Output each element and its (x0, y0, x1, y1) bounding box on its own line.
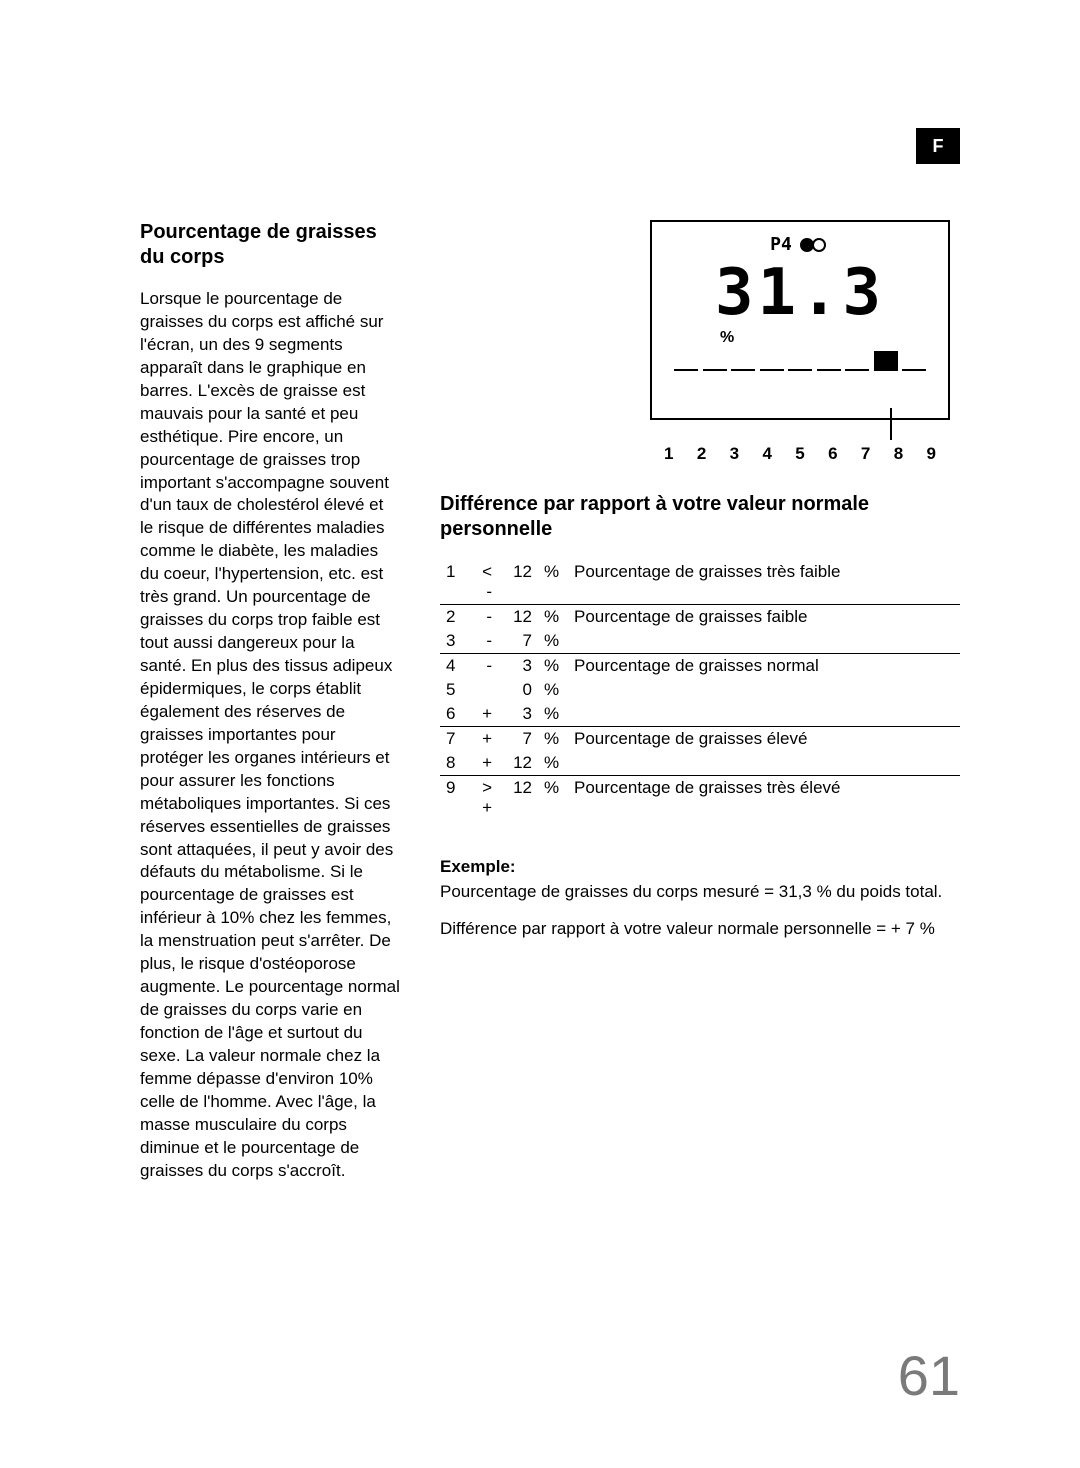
table-row: 9> +12%Pourcentage de graisses très élev… (440, 776, 960, 821)
pointer-line (890, 408, 892, 440)
row-desc (568, 629, 960, 654)
row-index: 9 (440, 776, 468, 821)
example-label: Exemple: (440, 856, 960, 879)
diff-table: 1< -12%Pourcentage de graisses très faib… (440, 560, 960, 820)
axis-label: 5 (795, 444, 804, 464)
bar-segment (817, 361, 841, 371)
axis-label: 7 (861, 444, 870, 464)
axis-label: 3 (730, 444, 739, 464)
row-unit: % (538, 702, 568, 727)
row-value: 12 (498, 776, 538, 821)
table-row: 3-7% (440, 629, 960, 654)
left-column: Pourcentage de graisses du corps Lorsque… (140, 220, 400, 1183)
row-value: 3 (498, 702, 538, 727)
row-value: 0 (498, 678, 538, 702)
row-value: 12 (498, 751, 538, 776)
row-unit: % (538, 727, 568, 752)
row-value: 7 (498, 727, 538, 752)
axis-label: 2 (697, 444, 706, 464)
table-row: 8+12% (440, 751, 960, 776)
row-unit: % (538, 751, 568, 776)
row-index: 1 (440, 560, 468, 605)
axis-label: 8 (894, 444, 903, 464)
row-sign: - (468, 605, 498, 630)
bar-segment (703, 361, 727, 371)
bar-segment (731, 361, 755, 371)
row-value: 3 (498, 654, 538, 679)
row-unit: % (538, 776, 568, 821)
axis-label: 9 (927, 444, 936, 464)
profile-label: P4 (770, 234, 792, 255)
diff-title: Différence par rapport à votre valeur no… (440, 492, 960, 542)
bar-graph (670, 353, 930, 379)
row-sign (468, 678, 498, 702)
section-title: Pourcentage de graisses du corps (140, 220, 400, 270)
row-sign: - (468, 654, 498, 679)
row-desc: Pourcentage de graisses faible (568, 605, 960, 630)
row-sign: + (468, 751, 498, 776)
row-index: 6 (440, 702, 468, 727)
row-desc: Pourcentage de graisses élevé (568, 727, 960, 752)
table-row: 1< -12%Pourcentage de graisses très faib… (440, 560, 960, 605)
row-desc: Pourcentage de graisses très faible (568, 560, 960, 605)
row-desc (568, 678, 960, 702)
bar-segment (760, 361, 784, 371)
row-desc: Pourcentage de graisses très élevé (568, 776, 960, 821)
row-desc (568, 751, 960, 776)
page-content: Pourcentage de graisses du corps Lorsque… (140, 220, 960, 1183)
bar-segment (845, 361, 869, 371)
footprint-icon (800, 238, 830, 252)
bar-segment (902, 361, 926, 371)
row-value: 7 (498, 629, 538, 654)
row-index: 5 (440, 678, 468, 702)
row-index: 7 (440, 727, 468, 752)
axis-label: 6 (828, 444, 837, 464)
row-sign: > + (468, 776, 498, 821)
bar-segment (788, 361, 812, 371)
row-desc: Pourcentage de graisses normal (568, 654, 960, 679)
row-value: 12 (498, 605, 538, 630)
table-row: 5 0% (440, 678, 960, 702)
row-sign: - (468, 629, 498, 654)
row-index: 3 (440, 629, 468, 654)
axis-label: 4 (762, 444, 771, 464)
display-profile-row: P4 (670, 234, 930, 255)
row-unit: % (538, 678, 568, 702)
row-unit: % (538, 605, 568, 630)
row-value: 12 (498, 560, 538, 605)
table-row: 7+7%Pourcentage de graisses élevé (440, 727, 960, 752)
display-value: 31.3 (670, 261, 930, 325)
lcd-display: P4 31.3 % (650, 220, 950, 420)
table-row: 6+3% (440, 702, 960, 727)
row-desc (568, 702, 960, 727)
row-unit: % (538, 654, 568, 679)
row-unit: % (538, 560, 568, 605)
row-unit: % (538, 629, 568, 654)
row-index: 4 (440, 654, 468, 679)
body-text: Lorsque le pourcentage de graisses du co… (140, 288, 400, 1183)
row-sign: + (468, 702, 498, 727)
right-column: P4 31.3 % 123456789 Différence par rappo… (440, 220, 960, 1183)
page-number: 61 (898, 1343, 960, 1408)
example-line-1: Pourcentage de graisses du corps mesuré … (440, 881, 960, 904)
language-tab: F (916, 128, 960, 164)
row-sign: < - (468, 560, 498, 605)
row-sign: + (468, 727, 498, 752)
example-line-2: Différence par rapport à votre valeur no… (440, 918, 960, 941)
example-block: Exemple: Pourcentage de graisses du corp… (440, 856, 960, 941)
axis-labels: 1 2 3 4 5 6 7 8 9 (650, 420, 950, 464)
table-row: 4-3%Pourcentage de graisses normal (440, 654, 960, 679)
row-index: 8 (440, 751, 468, 776)
display-unit: % (720, 329, 930, 347)
row-index: 2 (440, 605, 468, 630)
table-row: 2-12%Pourcentage de graisses faible (440, 605, 960, 630)
bar-segment (674, 361, 698, 371)
bar-segment (874, 351, 898, 371)
axis-label: 1 (664, 444, 673, 464)
